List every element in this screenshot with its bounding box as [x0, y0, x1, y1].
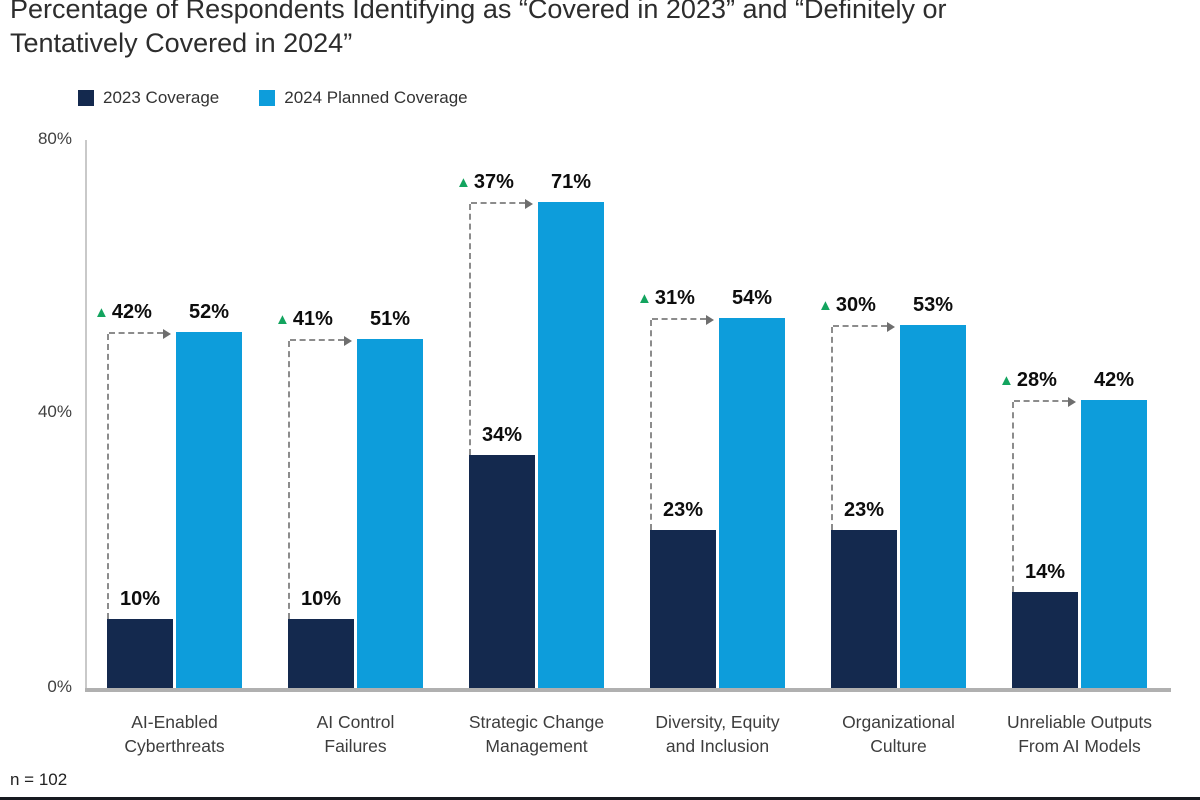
increase-triangle-icon: ▲ [456, 174, 471, 191]
delta-arrow-head [344, 336, 352, 346]
bar-2023 [288, 619, 354, 688]
value-label-2024: 52% [188, 301, 230, 323]
x-axis-baseline [85, 688, 1171, 692]
bar-2023 [469, 455, 535, 688]
delta-arrow-head [1068, 397, 1076, 407]
bar-2023 [831, 530, 897, 688]
delta-label: ▲ 41% [275, 308, 333, 331]
value-label-2023: 23% [843, 499, 885, 521]
delta-value: 42% [111, 301, 152, 323]
bar-group: 14% 42% ▲ 28% Unreliable Outputs From AI Mod… [999, 140, 1152, 756]
value-label-2024: 42% [1093, 369, 1135, 391]
increase-triangle-icon: ▲ [818, 297, 833, 314]
bar-group: 23% 53% ▲ 30% Organizational Culture [818, 140, 966, 756]
delta-value: 41% [292, 308, 333, 330]
delta-dashed-vertical [1012, 402, 1014, 592]
y-axis-tick-80: 80% [37, 129, 72, 148]
bar-2024 [1081, 400, 1147, 688]
value-label-2023: 23% [662, 499, 704, 521]
x-axis-category-label: Strategic Change Management [468, 712, 605, 756]
delta-dashed-vertical [107, 334, 109, 619]
y-axis-line [85, 140, 87, 690]
legend-label-2023: 2023 Coverage [103, 88, 220, 107]
delta-label: ▲ 31% [637, 287, 695, 310]
bar-2023 [107, 619, 173, 688]
value-label-2024: 71% [550, 171, 592, 193]
value-label-2023: 10% [300, 588, 342, 610]
y-axis-tick-40: 40% [37, 402, 72, 421]
x-axis-category-label: Unreliable Outputs From AI Models [1007, 712, 1152, 756]
delta-dashed-vertical [831, 327, 833, 530]
delta-arrow-head [706, 315, 714, 325]
legend-item-2024: 2024 Planned Coverage [259, 88, 468, 108]
bar-2024 [719, 318, 785, 688]
bar-group: 10% 51% ▲ 41% AI Control Failures [275, 140, 423, 756]
bar-group: 23% 54% ▲ 31% Diversity, Equity and Inclusio… [637, 140, 785, 756]
delta-dashed-arrow-line [1014, 400, 1068, 402]
increase-triangle-icon: ▲ [637, 290, 652, 307]
delta-label: ▲ 28% [999, 369, 1057, 392]
legend-item-2023: 2023 Coverage [78, 88, 219, 108]
delta-arrow-head [163, 329, 171, 339]
value-label-2023: 14% [1024, 561, 1066, 583]
bar-group: 10% 52% ▲ 42% AI-Enabled Cyberthreats [94, 140, 242, 756]
chart-title: Percentage of Respondents Identifying as… [10, 0, 947, 58]
delta-dashed-vertical [288, 341, 290, 619]
x-axis-category-label: AI-Enabled Cyberthreats [124, 712, 225, 756]
delta-label: ▲ 30% [818, 294, 876, 317]
bar-2024 [357, 339, 423, 688]
bar-2023 [1012, 592, 1078, 688]
value-label-2024: 54% [731, 287, 773, 309]
increase-triangle-icon: ▲ [275, 311, 290, 328]
value-label-2024: 53% [912, 294, 954, 316]
value-label-2023: 10% [119, 588, 161, 610]
value-label-2023: 34% [481, 424, 523, 446]
y-axis-tick-0: 0% [47, 677, 72, 696]
delta-dashed-vertical [650, 320, 652, 530]
bar-2024 [176, 332, 242, 688]
legend-swatch-2024 [259, 90, 276, 106]
increase-triangle-icon: ▲ [94, 304, 109, 321]
sample-size-note: n = 102 [10, 770, 68, 789]
legend: 2023 Coverage 2024 Planned Coverage [78, 88, 468, 108]
increase-triangle-icon: ▲ [999, 372, 1014, 389]
legend-swatch-2023 [78, 90, 94, 106]
delta-value: 28% [1016, 369, 1057, 391]
bar-2023 [650, 530, 716, 688]
delta-label: ▲ 37% [456, 171, 514, 194]
delta-value: 37% [473, 171, 514, 193]
delta-label: ▲ 42% [94, 301, 152, 324]
bottom-rule [0, 797, 1200, 800]
x-axis-category-label: AI Control Failures [316, 712, 395, 756]
delta-value: 31% [654, 287, 695, 309]
bar-group: 34% 71% ▲ 37% Strategic Change Management [456, 140, 604, 756]
bar-2024 [538, 202, 604, 688]
bar-2024 [900, 325, 966, 688]
delta-arrow-head [525, 199, 533, 209]
x-axis-category-label: Organizational Culture [842, 712, 955, 756]
delta-dashed-arrow-line [833, 325, 887, 327]
delta-dashed-arrow-line [652, 318, 706, 320]
delta-arrow-head [887, 322, 895, 332]
delta-dashed-arrow-line [290, 339, 344, 341]
delta-dashed-arrow-line [471, 202, 525, 204]
legend-label-2024: 2024 Planned Coverage [284, 88, 468, 107]
delta-dashed-vertical [469, 204, 471, 455]
delta-dashed-arrow-line [109, 332, 163, 334]
value-label-2024: 51% [369, 308, 411, 330]
delta-value: 30% [835, 294, 876, 316]
x-axis-category-label: Diversity, Equity and Inclusion [655, 712, 780, 756]
